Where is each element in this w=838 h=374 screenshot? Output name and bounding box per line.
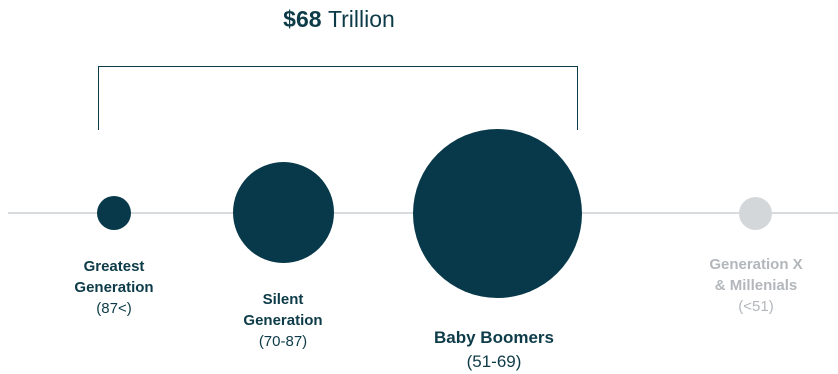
generation-label-genx-millenials: Generation X & Millenials (<51) xyxy=(691,254,821,317)
generation-dot-greatest xyxy=(97,196,131,230)
generation-name-line: Baby Boomers xyxy=(434,328,554,347)
generation-age: (<51) xyxy=(738,298,774,315)
generation-label-silent: Silent Generation (70-87) xyxy=(223,289,343,352)
generation-name-line: Generation xyxy=(243,312,323,329)
generation-age: (70-87) xyxy=(258,333,308,350)
generation-dot-baby-boomers xyxy=(413,129,582,298)
generation-name-line: Generation xyxy=(74,279,154,296)
bracket xyxy=(98,66,578,130)
headline-total: $68 Trillion xyxy=(0,6,678,33)
generation-name-line: Greatest xyxy=(83,258,145,275)
generation-name-line: & Millenials xyxy=(714,277,798,294)
generation-age: (51-69) xyxy=(466,352,522,371)
generation-age: (87<) xyxy=(96,300,132,317)
generation-dot-silent xyxy=(233,162,334,263)
generation-dot-genx-millenials xyxy=(739,197,772,230)
headline-amount: $68 xyxy=(283,6,322,32)
headline-unit: Trillion xyxy=(327,6,395,32)
generation-label-baby-boomers: Baby Boomers (51-69) xyxy=(414,326,574,374)
generation-label-greatest: Greatest Generation (87<) xyxy=(54,256,174,319)
generation-name-line: Generation X xyxy=(709,256,803,273)
generation-name-line: Silent xyxy=(262,291,304,308)
